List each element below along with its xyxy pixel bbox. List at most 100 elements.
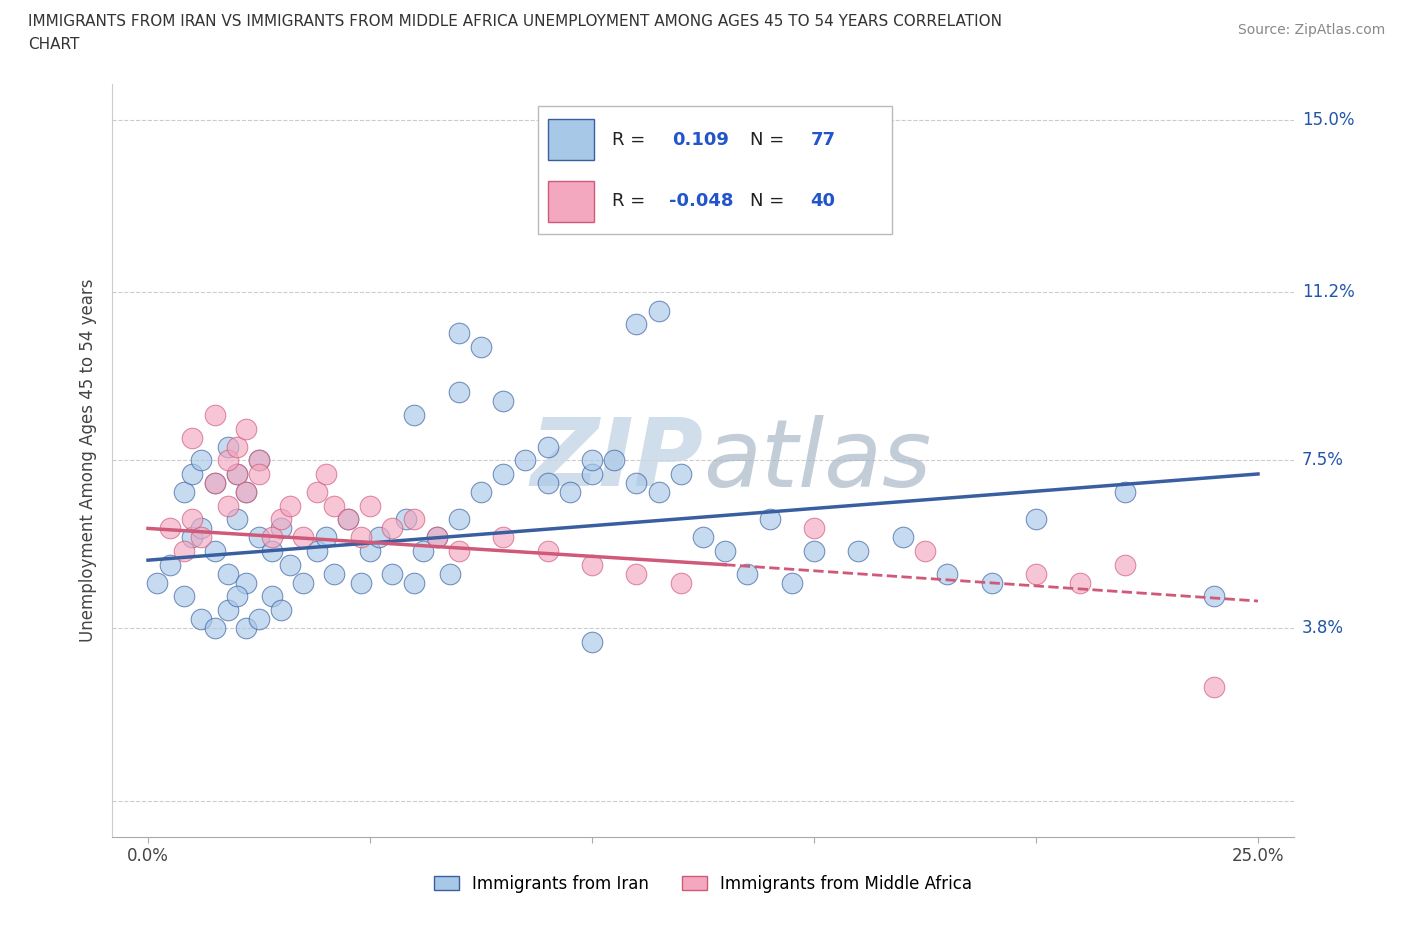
Point [439,566,461,581]
Point [235,621,257,636]
Point [146,576,169,591]
Point [217,603,239,618]
Point [292,530,315,545]
Point [190,530,212,545]
Point [217,498,239,513]
Point [336,512,359,526]
Text: ZIP: ZIP [530,415,703,506]
Point [190,453,212,468]
Point [558,485,581,499]
Point [204,475,226,490]
Point [1114,485,1136,499]
Point [1114,557,1136,572]
Point [1202,589,1225,604]
Point [581,453,603,468]
Point [225,467,247,482]
Point [447,326,470,340]
Point [669,467,692,482]
Point [292,576,315,591]
Point [262,544,284,559]
Point [669,576,692,591]
Point [350,576,373,591]
Text: CHART: CHART [28,37,80,52]
Text: 11.2%: 11.2% [1302,284,1354,301]
Y-axis label: Unemployment Among Ages 45 to 54 years: Unemployment Among Ages 45 to 54 years [79,279,97,642]
Text: 15.0%: 15.0% [1302,111,1354,129]
Point [692,530,714,545]
Point [173,589,195,604]
Point [470,339,492,354]
Point [1202,680,1225,695]
Point [404,576,426,591]
Point [626,475,648,490]
Text: Source: ZipAtlas.com: Source: ZipAtlas.com [1237,23,1385,37]
Point [536,544,558,559]
Point [626,317,648,332]
Point [350,530,373,545]
Point [235,421,257,436]
Point [235,485,257,499]
Point [936,566,959,581]
Point [381,521,404,536]
Point [470,485,492,499]
Point [536,475,558,490]
Point [714,544,737,559]
Point [603,453,626,468]
Point [848,544,870,559]
Point [914,544,936,559]
Point [270,603,292,618]
Point [803,521,825,536]
Point [247,467,270,482]
Point [1025,512,1047,526]
Point [247,453,270,468]
Legend: Immigrants from Iran, Immigrants from Middle Africa: Immigrants from Iran, Immigrants from Mi… [433,875,973,893]
Point [447,385,470,400]
Point [181,512,204,526]
Point [217,439,239,454]
Point [803,544,825,559]
Point [217,566,239,581]
Point [225,439,247,454]
Point [204,621,226,636]
Point [247,612,270,627]
Point [359,544,381,559]
Point [247,530,270,545]
Point [426,530,449,545]
Point [190,612,212,627]
Point [181,467,204,482]
Point [492,467,515,482]
Point [367,530,389,545]
Point [159,557,181,572]
Point [626,566,648,581]
Point [305,485,328,499]
Text: IMMIGRANTS FROM IRAN VS IMMIGRANTS FROM MIDDLE AFRICA UNEMPLOYMENT AMONG AGES 45: IMMIGRANTS FROM IRAN VS IMMIGRANTS FROM … [28,14,1002,29]
Point [359,498,381,513]
Point [581,467,603,482]
Point [262,589,284,604]
Point [323,566,346,581]
Point [217,453,239,468]
Point [515,453,537,468]
Point [647,303,669,318]
Point [737,566,759,581]
Point [204,475,226,490]
Point [426,530,449,545]
Point [1069,576,1091,591]
Point [181,530,204,545]
Point [204,544,226,559]
Point [492,394,515,409]
Point [173,544,195,559]
Point [235,576,257,591]
Point [404,512,426,526]
Point [758,512,780,526]
Point [447,512,470,526]
Text: 3.8%: 3.8% [1302,619,1344,637]
Point [278,557,301,572]
Point [262,530,284,545]
Point [536,439,558,454]
Point [247,453,270,468]
Point [173,485,195,499]
Point [181,431,204,445]
Point [278,498,301,513]
Point [190,521,212,536]
